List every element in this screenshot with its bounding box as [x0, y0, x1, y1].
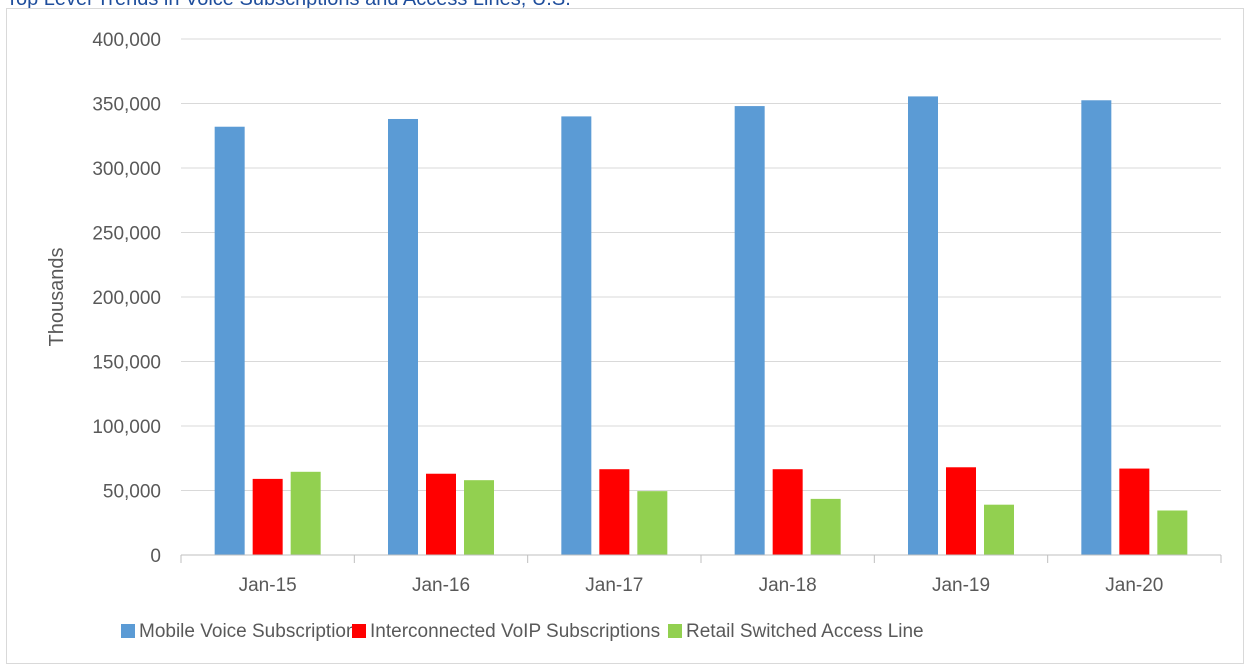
y-tick-label: 250,000 [92, 224, 161, 245]
title-strip: Top Level Trends in Voice Subscriptions … [0, 0, 1252, 12]
legend-swatch [121, 624, 135, 638]
bar [426, 473, 456, 555]
bar [1081, 100, 1112, 556]
y-tick-label: 350,000 [92, 95, 161, 116]
bar [637, 491, 668, 555]
bar [1157, 510, 1188, 555]
bar [810, 498, 841, 555]
y-axis-title: Thousands [46, 248, 68, 347]
bar [772, 469, 803, 555]
y-tick-label: 0 [150, 546, 161, 567]
bar [946, 467, 976, 555]
legend-label: Retail Switched Access Line [686, 621, 924, 642]
legend-item: Interconnected VoIP Subscriptions [352, 621, 660, 642]
legend: Mobile Voice Subscriptions Interconnected… [121, 621, 924, 642]
y-tick-label: 200,000 [92, 288, 161, 309]
y-tick-label: 150,000 [92, 353, 161, 374]
x-tick-label: Jan-18 [759, 575, 817, 596]
x-tick-label: Jan-17 [585, 575, 643, 596]
y-tick-label: 50,000 [103, 482, 161, 503]
gridlines [181, 38, 1221, 491]
x-tick-label: Jan-15 [239, 575, 297, 596]
x-tick-label: Jan-16 [412, 575, 470, 596]
bar [388, 118, 418, 555]
chart-title: Top Level Trends in Voice Subscriptions … [6, 0, 571, 11]
bar [1119, 468, 1150, 555]
bar [561, 116, 592, 556]
bar [908, 96, 938, 555]
legend-label: Mobile Voice Subscriptions [139, 621, 366, 642]
legend-item: Mobile Voice Subscriptions [121, 621, 366, 642]
bar [252, 478, 283, 555]
legend-swatch [352, 624, 366, 638]
bar [599, 469, 630, 555]
bar-chart: 0 50,000 100,000 150,000 200,000 250,000 300,0… [46, 30, 1222, 642]
axes: 0 50,000 100,000 150,000 200,000 250,000 300,0… [46, 30, 1222, 596]
bars [214, 96, 1188, 556]
legend-item: Retail Switched Access Line [668, 621, 924, 642]
bar [464, 480, 494, 555]
legend-label: Interconnected VoIP Subscriptions [370, 621, 660, 642]
y-tick-label: 300,000 [92, 159, 161, 180]
chart-frame: 0 50,000 100,000 150,000 200,000 250,000 300,0… [6, 8, 1244, 664]
bar [984, 504, 1014, 555]
y-tick-label: 400,000 [92, 30, 161, 51]
bar [734, 106, 765, 555]
x-tick-label: Jan-19 [932, 575, 990, 596]
legend-swatch [668, 624, 682, 638]
x-tick-label: Jan-20 [1105, 575, 1163, 596]
y-tick-label: 100,000 [92, 417, 161, 438]
bar [290, 471, 321, 555]
bar [214, 126, 245, 555]
